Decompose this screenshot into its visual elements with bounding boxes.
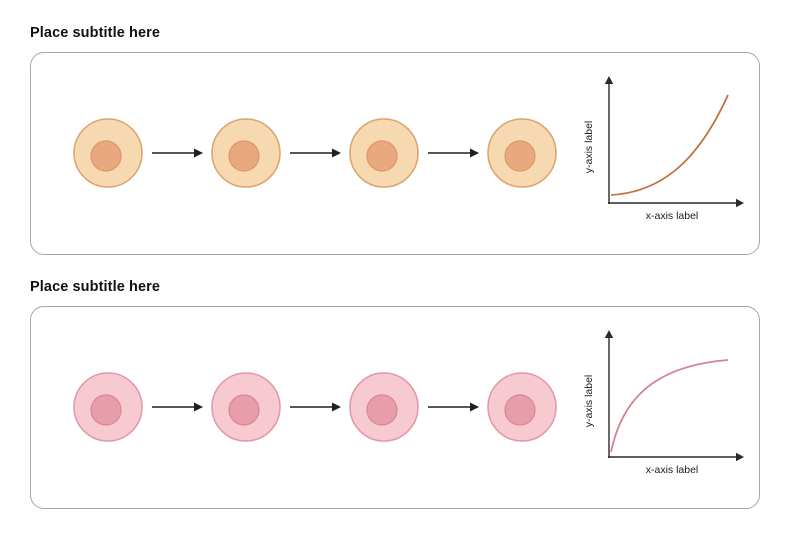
panel-2-box: y-axis label x-axis label — [30, 306, 760, 509]
cell-row — [73, 372, 557, 442]
curve — [610, 359, 729, 453]
arrow-icon — [152, 402, 203, 412]
x-axis-label: x-axis label — [646, 464, 699, 476]
arrow-icon — [428, 148, 479, 158]
y-axis-arrowhead-icon — [604, 76, 614, 84]
cell — [211, 118, 281, 188]
arrow-icon — [152, 148, 203, 158]
panel-2-diagram: y-axis label x-axis label — [73, 330, 744, 476]
cell-nucleus — [90, 394, 122, 426]
y-axis-arrowhead-icon — [604, 330, 614, 338]
cell-nucleus — [504, 140, 536, 172]
curve — [610, 94, 729, 196]
mini-chart: y-axis label x-axis label — [583, 76, 744, 222]
arrow-head — [332, 148, 341, 158]
cell-nucleus — [366, 394, 398, 426]
cell — [487, 372, 557, 442]
x-axis-arrowhead-icon — [736, 452, 744, 462]
cell — [487, 118, 557, 188]
cell-row — [73, 118, 557, 188]
arrow-icon — [290, 148, 341, 158]
cell — [349, 118, 419, 188]
cell — [73, 118, 143, 188]
panel-1-box: y-axis label x-axis label — [30, 52, 760, 255]
x-axis-arrowhead-icon — [736, 198, 744, 208]
mini-chart: y-axis label x-axis label — [583, 330, 744, 476]
cell-nucleus — [504, 394, 536, 426]
arrow-icon — [428, 402, 479, 412]
arrow-head — [470, 148, 479, 158]
x-axis-label: x-axis label — [646, 210, 699, 222]
arrow-head — [194, 148, 203, 158]
arrow-head — [332, 402, 341, 412]
cell-nucleus — [228, 394, 260, 426]
cell-nucleus — [228, 140, 260, 172]
y-axis-label: y-axis label — [583, 121, 595, 174]
panel-1-diagram: y-axis label x-axis label — [73, 76, 744, 222]
y-axis-label: y-axis label — [583, 375, 595, 428]
cell — [211, 372, 281, 442]
cell — [349, 372, 419, 442]
arrow-head — [470, 402, 479, 412]
panel-2-subtitle: Place subtitle here — [30, 279, 161, 295]
arrow-head — [194, 402, 203, 412]
panel-1-subtitle: Place subtitle here — [30, 25, 161, 41]
cell — [73, 372, 143, 442]
cell-nucleus — [90, 140, 122, 172]
arrow-icon — [290, 402, 341, 412]
cell-nucleus — [366, 140, 398, 172]
